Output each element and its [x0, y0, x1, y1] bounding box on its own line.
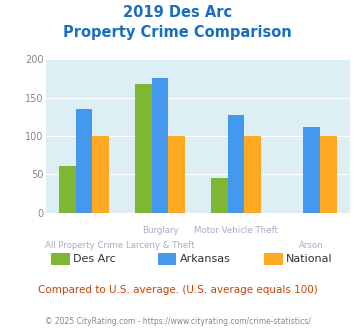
Text: Property Crime Comparison: Property Crime Comparison	[63, 25, 292, 40]
Bar	[76, 109, 92, 213]
Text: Burglary: Burglary	[142, 226, 178, 235]
Bar	[135, 84, 152, 213]
Bar	[152, 78, 168, 213]
Bar	[320, 136, 337, 213]
Text: Arkansas: Arkansas	[180, 254, 230, 264]
Bar	[244, 136, 261, 213]
Text: 2019 Des Arc: 2019 Des Arc	[123, 5, 232, 20]
Bar	[228, 115, 244, 213]
Bar	[59, 166, 76, 213]
Bar	[304, 127, 320, 213]
Bar	[211, 178, 228, 213]
Text: Motor Vehicle Theft: Motor Vehicle Theft	[194, 226, 278, 235]
Text: Larceny & Theft: Larceny & Theft	[126, 241, 194, 250]
Text: Compared to U.S. average. (U.S. average equals 100): Compared to U.S. average. (U.S. average …	[38, 285, 317, 295]
Text: © 2025 CityRating.com - https://www.cityrating.com/crime-statistics/: © 2025 CityRating.com - https://www.city…	[45, 317, 310, 326]
Text: National: National	[286, 254, 333, 264]
Bar	[92, 136, 109, 213]
Text: Des Arc: Des Arc	[73, 254, 116, 264]
Text: All Property Crime: All Property Crime	[45, 241, 123, 250]
Text: Arson: Arson	[299, 241, 324, 250]
Bar	[168, 136, 185, 213]
